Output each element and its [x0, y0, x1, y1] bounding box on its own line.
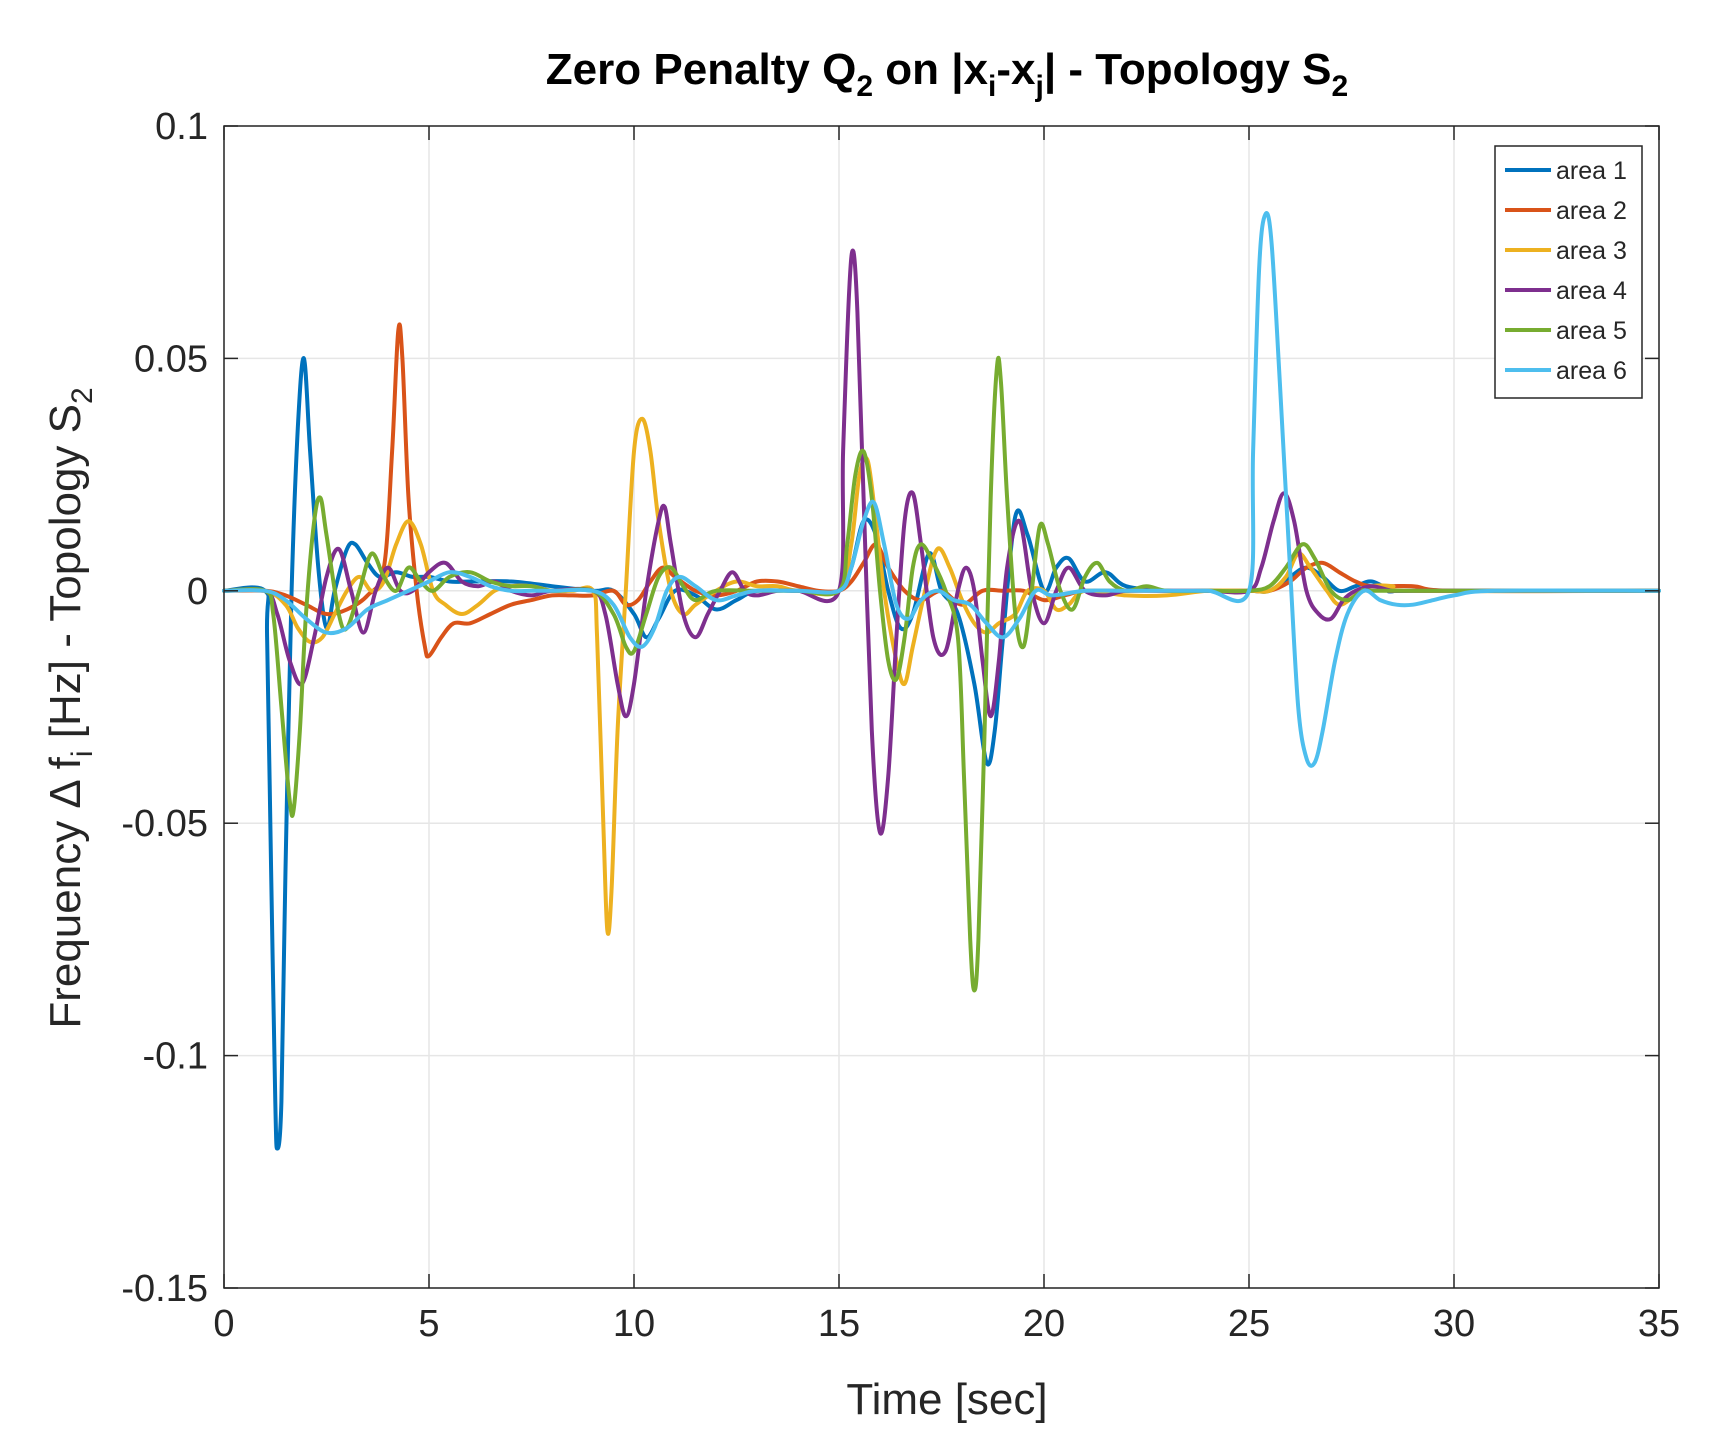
series-line-area-3	[222, 416, 1661, 936]
x-tick-label: 30	[1433, 1303, 1475, 1345]
y-tick-label: -0.15	[121, 1268, 208, 1310]
y-tick-label: 0.1	[155, 106, 208, 148]
x-tick-labels: 0 5 10 15 20 25 30 35	[213, 1303, 1680, 1345]
chart-title: Zero Penalty Q2 on |xi-xj| - Topology S2	[546, 45, 1348, 103]
legend-label: area 3	[1556, 237, 1627, 265]
y-tick-labels: 0.1 0.05 0 -0.05 -0.1 -0.15	[121, 106, 208, 1310]
series-line-area-6	[222, 211, 1661, 768]
plot-area	[224, 126, 1659, 1288]
series-group	[222, 211, 1661, 1151]
y-tick-label: -0.05	[121, 803, 208, 845]
x-tick-label: 0	[213, 1303, 234, 1345]
legend-box	[1494, 145, 1643, 399]
y-axis-title: Frequency Δ fi [Hz] - Topology S2	[41, 387, 99, 1028]
x-tick-label: 10	[613, 1303, 655, 1345]
x-tick-label: 20	[1023, 1303, 1065, 1345]
x-tick-label: 35	[1638, 1303, 1680, 1345]
legend: area 1 area 2 area 3 area 4 area 5 area 6	[1494, 145, 1643, 399]
legend-label: area 4	[1556, 277, 1627, 305]
x-tick-label: 5	[418, 1303, 439, 1345]
x-axis-title: Time [sec]	[846, 1375, 1047, 1424]
tick-marks	[223, 125, 1660, 1289]
y-tick-label: -0.1	[143, 1036, 208, 1078]
y-tick-label: 0.05	[134, 338, 208, 380]
x-tick-label: 15	[818, 1303, 860, 1345]
y-tick-label: 0	[187, 571, 208, 613]
legend-label: area 2	[1556, 197, 1627, 225]
legend-label: area 5	[1556, 317, 1627, 345]
legend-label: area 6	[1556, 357, 1627, 385]
legend-label: area 1	[1556, 157, 1627, 185]
series-line-area-5	[222, 355, 1661, 993]
x-tick-label: 25	[1228, 1303, 1270, 1345]
axes-box	[223, 125, 1660, 1289]
